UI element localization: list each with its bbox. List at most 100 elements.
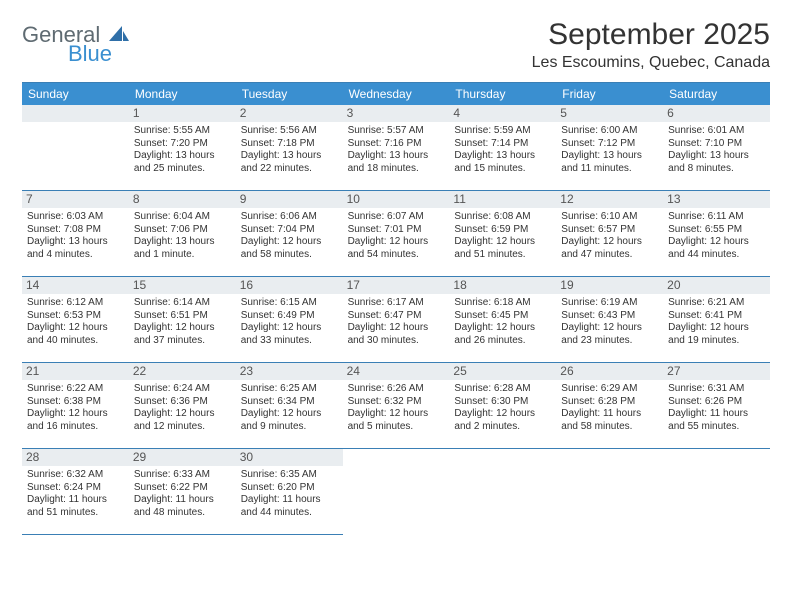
daylight-text: and 58 minutes.: [241, 249, 338, 262]
daylight-text: Daylight: 13 hours: [241, 150, 338, 163]
daylight-text: Daylight: 12 hours: [454, 322, 551, 335]
sunset-text: Sunset: 7:10 PM: [668, 138, 765, 151]
sunset-text: Sunset: 6:26 PM: [668, 396, 765, 409]
day-number: 1: [129, 105, 236, 122]
sunrise-text: Sunrise: 6:00 AM: [561, 125, 658, 138]
daylight-text: Daylight: 12 hours: [348, 408, 445, 421]
sunset-text: Sunset: 7:12 PM: [561, 138, 658, 151]
sunset-text: Sunset: 6:24 PM: [27, 482, 124, 495]
calendar-cell: 30Sunrise: 6:35 AMSunset: 6:20 PMDayligh…: [236, 449, 343, 535]
calendar-cell: 10Sunrise: 6:07 AMSunset: 7:01 PMDayligh…: [343, 191, 450, 277]
sunrise-text: Sunrise: 5:59 AM: [454, 125, 551, 138]
calendar-cell: 28Sunrise: 6:32 AMSunset: 6:24 PMDayligh…: [22, 449, 129, 535]
calendar-cell: 3Sunrise: 5:57 AMSunset: 7:16 PMDaylight…: [343, 105, 450, 191]
calendar-cell: 25Sunrise: 6:28 AMSunset: 6:30 PMDayligh…: [449, 363, 556, 449]
daylight-text: and 37 minutes.: [134, 335, 231, 348]
daylight-text: Daylight: 13 hours: [668, 150, 765, 163]
daylight-text: and 48 minutes.: [134, 507, 231, 520]
daylight-text: Daylight: 12 hours: [27, 322, 124, 335]
daylight-text: Daylight: 11 hours: [668, 408, 765, 421]
sunset-text: Sunset: 6:55 PM: [668, 224, 765, 237]
sunset-text: Sunset: 6:43 PM: [561, 310, 658, 323]
daylight-text: Daylight: 13 hours: [454, 150, 551, 163]
daylight-text: Daylight: 12 hours: [134, 408, 231, 421]
calendar-cell: 23Sunrise: 6:25 AMSunset: 6:34 PMDayligh…: [236, 363, 343, 449]
header-row: General Blue September 2025 Les Escoumin…: [22, 18, 770, 72]
daylight-text: and 23 minutes.: [561, 335, 658, 348]
calendar-cell: 9Sunrise: 6:06 AMSunset: 7:04 PMDaylight…: [236, 191, 343, 277]
daylight-text: Daylight: 13 hours: [134, 150, 231, 163]
daylight-text: Daylight: 12 hours: [241, 408, 338, 421]
calendar-cell: 27 Sunrise: 6:31 AMSunset: 6:26 PMDayligh…: [663, 363, 770, 449]
daylight-text: Daylight: 13 hours: [134, 236, 231, 249]
day-number-bar: [22, 105, 129, 122]
daylight-text: Daylight: 11 hours: [561, 408, 658, 421]
sunrise-text: Sunrise: 6:17 AM: [348, 297, 445, 310]
daylight-text: and 44 minutes.: [241, 507, 338, 520]
day-number: 15: [129, 277, 236, 294]
calendar-cell: 22Sunrise: 6:24 AMSunset: 6:36 PMDayligh…: [129, 363, 236, 449]
calendar-cell: 6Sunrise: 6:01 AMSunset: 7:10 PMDaylight…: [663, 105, 770, 191]
day-number: 27: [663, 363, 770, 380]
sunrise-text: Sunrise: 6:31 AM: [668, 383, 765, 396]
day-number: 17: [343, 277, 450, 294]
day-number: 30: [236, 449, 343, 466]
logo-text-block: General Blue: [22, 24, 129, 65]
daylight-text: Daylight: 12 hours: [134, 322, 231, 335]
day-number: 29: [129, 449, 236, 466]
sunset-text: Sunset: 6:57 PM: [561, 224, 658, 237]
daylight-text: and 16 minutes.: [27, 421, 124, 434]
daylight-text: Daylight: 12 hours: [348, 236, 445, 249]
daylight-text: Daylight: 12 hours: [454, 236, 551, 249]
calendar-cell: 12Sunrise: 6:10 AMSunset: 6:57 PMDayligh…: [556, 191, 663, 277]
daylight-text: and 44 minutes.: [668, 249, 765, 262]
sunrise-text: Sunrise: 6:18 AM: [454, 297, 551, 310]
daylight-text: and 26 minutes.: [454, 335, 551, 348]
sunset-text: Sunset: 7:04 PM: [241, 224, 338, 237]
sunrise-text: Sunrise: 6:14 AM: [134, 297, 231, 310]
calendar-cell: 29Sunrise: 6:33 AMSunset: 6:22 PMDayligh…: [129, 449, 236, 535]
sunset-text: Sunset: 6:34 PM: [241, 396, 338, 409]
daylight-text: Daylight: 11 hours: [241, 494, 338, 507]
day-number: 9: [236, 191, 343, 208]
daylight-text: and 2 minutes.: [454, 421, 551, 434]
daylight-text: and 19 minutes.: [668, 335, 765, 348]
daylight-text: Daylight: 12 hours: [561, 322, 658, 335]
calendar-cell: [556, 449, 663, 535]
sunset-text: Sunset: 6:22 PM: [134, 482, 231, 495]
sunset-text: Sunset: 6:47 PM: [348, 310, 445, 323]
daylight-text: Daylight: 12 hours: [668, 236, 765, 249]
calendar-cell: 18Sunrise: 6:18 AMSunset: 6:45 PMDayligh…: [449, 277, 556, 363]
calendar-cell: [449, 449, 556, 535]
sunset-text: Sunset: 6:36 PM: [134, 396, 231, 409]
sunrise-text: Sunrise: 5:56 AM: [241, 125, 338, 138]
daylight-text: and 55 minutes.: [668, 421, 765, 434]
day-number: 5: [556, 105, 663, 122]
sunrise-text: Sunrise: 6:03 AM: [27, 211, 124, 224]
daylight-text: Daylight: 12 hours: [348, 322, 445, 335]
daylight-text: and 8 minutes.: [668, 163, 765, 176]
sunset-text: Sunset: 6:38 PM: [27, 396, 124, 409]
dow-header: Tuesday: [236, 83, 343, 105]
daylight-text: Daylight: 12 hours: [561, 236, 658, 249]
daylight-text: and 1 minute.: [134, 249, 231, 262]
day-number: 11: [449, 191, 556, 208]
daylight-text: Daylight: 13 hours: [348, 150, 445, 163]
day-number: 8: [129, 191, 236, 208]
dow-header: Friday: [556, 83, 663, 105]
daylight-text: and 54 minutes.: [348, 249, 445, 262]
daylight-text: and 11 minutes.: [561, 163, 658, 176]
calendar-cell: 14Sunrise: 6:12 AMSunset: 6:53 PMDayligh…: [22, 277, 129, 363]
sunrise-text: Sunrise: 6:07 AM: [348, 211, 445, 224]
sunset-text: Sunset: 6:53 PM: [27, 310, 124, 323]
daylight-text: Daylight: 11 hours: [134, 494, 231, 507]
daylight-text: Daylight: 12 hours: [27, 408, 124, 421]
daylight-text: and 15 minutes.: [454, 163, 551, 176]
daylight-text: Daylight: 12 hours: [454, 408, 551, 421]
daylight-text: Daylight: 12 hours: [668, 322, 765, 335]
sunrise-text: Sunrise: 6:11 AM: [668, 211, 765, 224]
calendar-cell: 19Sunrise: 6:19 AMSunset: 6:43 PMDayligh…: [556, 277, 663, 363]
day-number: 28: [22, 449, 129, 466]
day-number: 14: [22, 277, 129, 294]
day-number: 10: [343, 191, 450, 208]
